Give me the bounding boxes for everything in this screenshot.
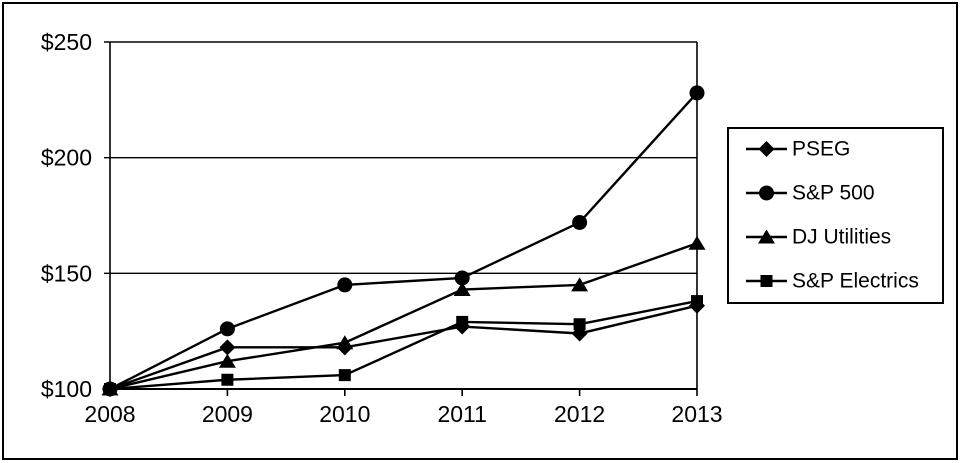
legend-square-icon [760,275,773,287]
marker-s-p-500-2012 [572,214,588,230]
x-axis-label-2008: 2008 [84,401,135,427]
y-axis-label-250: $250 [41,29,92,55]
legend-label-dj-utilities: DJ Utilities [792,226,891,249]
marker-dj-utilities-2010 [336,335,354,350]
x-axis-label-2010: 2010 [319,401,370,427]
marker-s-p-500-2009 [219,321,235,337]
x-axis-label-2009: 2009 [202,401,253,427]
marker-dj-utilities-2013 [688,235,706,250]
legend-diamond-icon [758,141,775,157]
marker-s-p-electrics-2013 [691,295,703,308]
y-axis-label-100: $100 [41,376,92,402]
marker-dj-utilities-2011 [453,282,471,297]
legend-label-s-p-500: S&P 500 [792,182,875,205]
marker-dj-utilities-2012 [571,277,589,292]
series-line-dj-utilities [109,242,698,391]
legend-item-dj-utilities: DJ Utilities [746,226,891,249]
legend-box [727,127,944,304]
legend-item-s-p-electrics: S&P Electrics [746,270,919,293]
marker-pseg-2009 [219,339,236,356]
y-axis-label-200: $200 [41,145,92,171]
series-line-pseg [109,304,698,391]
marker-s-p-electrics-2011 [456,315,469,328]
x-axis-label-2012: 2012 [554,401,605,427]
marker-s-p-electrics-2009 [221,373,234,386]
marker-dj-utilities-2009 [218,353,236,368]
x-axis-label-2011: 2011 [437,401,486,427]
legend-circle-icon [759,185,774,201]
marker-s-p-electrics-2010 [338,369,351,382]
marker-s-p-500-2011 [454,270,470,286]
legend-item-s-p-500: S&P 500 [746,182,875,205]
legend-label-pseg: PSEG [792,138,850,161]
series-line-s-p-500 [109,92,698,391]
marker-s-p-electrics-2008 [104,383,116,395]
marker-s-p-electrics-2012 [573,318,586,331]
y-axis-label-150: $150 [41,260,92,286]
series-line-s-p-electrics [109,299,698,391]
legend-item-pseg: PSEG [746,138,850,161]
legend-label-s-p-electrics: S&P Electrics [792,270,919,293]
legend-triangle-icon [758,229,775,244]
marker-s-p-500-2013 [689,85,705,101]
marker-s-p-500-2010 [337,277,353,293]
legend: PSEG S&P 500 DJ Utilities S&P Electrics [727,127,944,304]
x-axis-label-2013: 2013 [671,401,722,427]
